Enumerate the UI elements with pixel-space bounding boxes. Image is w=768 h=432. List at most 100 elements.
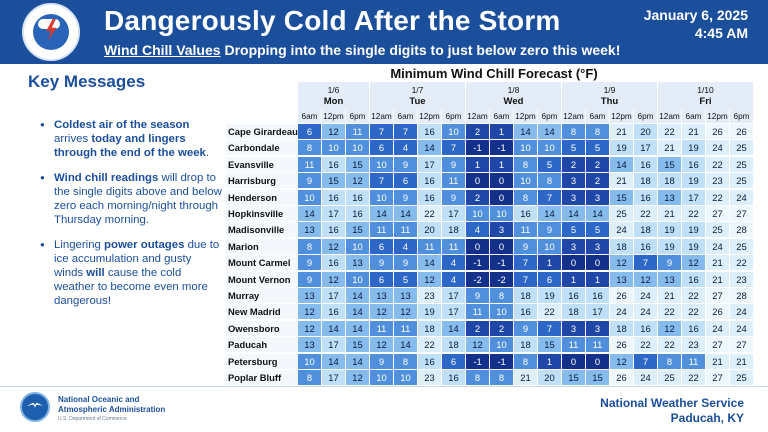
wind-chill-cell: 10 — [346, 238, 369, 254]
wind-chill-values-link[interactable]: Wind Chill Values — [104, 42, 221, 58]
wind-chill-cell: 5 — [562, 222, 585, 238]
wind-chill-cell: 27 — [706, 337, 729, 353]
city-label: Madisonville — [226, 222, 298, 238]
wind-chill-cell: 18 — [610, 320, 633, 336]
wind-chill-cell: 14 — [538, 206, 561, 221]
noaa-department: U.S. Department of Commerce — [58, 416, 127, 422]
wind-chill-cell: 16 — [586, 288, 609, 303]
wind-chill-cell: 4 — [394, 140, 417, 156]
wind-chill-cell: 4 — [442, 255, 465, 271]
wind-chill-cell: 16 — [418, 124, 441, 139]
wind-chill-cell: 13 — [370, 288, 393, 303]
wind-chill-cell: 22 — [658, 124, 681, 139]
wind-chill-cell: 21 — [706, 353, 729, 369]
wind-chill-cell: 0 — [490, 189, 513, 205]
wind-chill-cell: 14 — [610, 156, 633, 172]
wind-chill-cell: 14 — [586, 206, 609, 221]
city-label: Marion — [226, 238, 298, 254]
wind-chill-cell: 3 — [562, 320, 585, 336]
wind-chill-cell: 16 — [322, 255, 345, 271]
wind-chill-cell: 16 — [682, 320, 705, 336]
key-message-item: Lingering power outages due to ice accum… — [40, 238, 222, 308]
wind-chill-cell: 14 — [346, 320, 369, 336]
city-label: Mount Carmel — [226, 255, 298, 271]
wind-chill-cell: 6 — [394, 173, 417, 189]
key-message-text: due to ice accumulation and gusty winds — [54, 239, 220, 279]
wind-chill-cell: 10 — [370, 156, 393, 172]
time-slot-label: 12am — [658, 110, 681, 123]
wind-chill-cell: 9 — [514, 238, 537, 254]
wind-chill-cell: 20 — [538, 370, 561, 385]
wind-chill-cell: 16 — [442, 370, 465, 385]
wind-chill-cell: 16 — [418, 189, 441, 205]
wind-chill-cell: 9 — [394, 255, 417, 271]
wind-chill-cell: 25 — [730, 370, 753, 385]
wind-chill-cell: 24 — [730, 320, 753, 336]
wind-chill-cell: 28 — [730, 288, 753, 303]
key-messages-list: Coldest air of the season arrives today … — [40, 118, 222, 319]
wind-chill-cell: 27 — [730, 337, 753, 353]
wind-chill-cell: 12 — [370, 304, 393, 320]
key-message-text: will drop to the single digits above and… — [54, 172, 222, 226]
wind-chill-cell: 16 — [322, 189, 345, 205]
wind-chill-cell: 6 — [370, 140, 393, 156]
wind-chill-cell: 6 — [370, 271, 393, 287]
wind-chill-cell: 24 — [634, 370, 657, 385]
wind-chill-cell: 0 — [466, 173, 489, 189]
time-slot-label: 12pm — [322, 110, 345, 123]
wind-chill-cell: 22 — [730, 255, 753, 271]
wind-chill-cell: 0 — [586, 353, 609, 369]
city-label: New Madrid — [226, 304, 298, 320]
wind-chill-cell: 10 — [490, 206, 513, 221]
wind-chill-cell: 7 — [634, 255, 657, 271]
wind-chill-cell: 18 — [562, 304, 585, 320]
wind-chill-cell: 9 — [394, 156, 417, 172]
wind-chill-cell: 7 — [538, 320, 561, 336]
wind-chill-cell: 10 — [514, 173, 537, 189]
wind-chill-cell: 25 — [730, 140, 753, 156]
wind-chill-cell: 24 — [610, 222, 633, 238]
wind-chill-cell: 15 — [322, 173, 345, 189]
day-header: 1/6 Mon — [298, 82, 369, 110]
wind-chill-cell: 10 — [346, 271, 369, 287]
wind-chill-cell: 0 — [562, 255, 585, 271]
wind-chill-cell: 2 — [586, 173, 609, 189]
key-message-item: Coldest air of the season arrives today … — [40, 118, 222, 160]
wind-chill-cell: 13 — [298, 222, 321, 238]
wind-chill-cell: 8 — [538, 173, 561, 189]
wind-chill-cell: 0 — [490, 173, 513, 189]
day-date: 1/7 — [411, 85, 424, 95]
day-header: 1/8 Wed — [466, 82, 561, 110]
wind-chill-cell: 8 — [514, 156, 537, 172]
wind-chill-cell: 22 — [634, 337, 657, 353]
wind-chill-cell: 3 — [562, 238, 585, 254]
time-slot-label: 6pm — [538, 110, 561, 123]
day-name: Mon — [323, 96, 344, 107]
wind-chill-cell: 10 — [442, 124, 465, 139]
city-label: Evansville — [226, 156, 298, 172]
city-label: Paducah — [226, 337, 298, 353]
wind-chill-cell: 13 — [658, 271, 681, 287]
wind-chill-cell: 0 — [466, 238, 489, 254]
wind-chill-cell: 17 — [442, 206, 465, 221]
wind-chill-cell: 16 — [346, 189, 369, 205]
time-slot-label: 6am — [586, 110, 609, 123]
wind-chill-cell: 12 — [322, 124, 345, 139]
wind-chill-cell: 17 — [322, 288, 345, 303]
wind-chill-cell: 22 — [682, 206, 705, 221]
wind-chill-cell: 10 — [514, 140, 537, 156]
city-label: Poplar Bluff — [226, 370, 298, 385]
wind-chill-cell: 16 — [322, 304, 345, 320]
wind-chill-cell: 16 — [418, 173, 441, 189]
wind-chill-cell: 22 — [682, 288, 705, 303]
wind-chill-cell: 12 — [298, 320, 321, 336]
wind-chill-cell: 11 — [298, 156, 321, 172]
wind-chill-cell: 21 — [730, 353, 753, 369]
key-message-text: will — [86, 267, 105, 279]
time-slot-label: 12am — [562, 110, 585, 123]
wind-chill-cell: 4 — [394, 238, 417, 254]
wind-chill-cell: 21 — [706, 255, 729, 271]
wind-chill-cell: 16 — [634, 320, 657, 336]
wind-chill-cell: 12 — [346, 370, 369, 385]
wind-chill-cell: 5 — [538, 156, 561, 172]
